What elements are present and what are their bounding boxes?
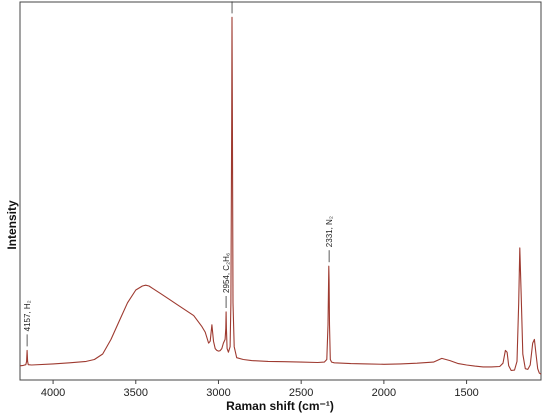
x-tick-label: 4000	[41, 387, 65, 399]
peak-label: 4157, H₂	[23, 300, 32, 331]
x-axis: 4000 3500 3000 2500 2000 1500	[41, 380, 479, 399]
x-tick-label: 3500	[124, 387, 148, 399]
y-axis-title: Intensity	[5, 200, 19, 250]
x-axis-title: Raman shift (cm⁻¹)	[226, 399, 334, 413]
x-tick-label: 2500	[289, 387, 313, 399]
peak-label: 2954, C₂H₆	[222, 253, 231, 293]
spectrum-line	[19, 16, 542, 375]
spectrum-series	[19, 16, 542, 375]
peak-label: 2331, N₂	[325, 216, 334, 247]
x-tick-label: 2000	[372, 387, 396, 399]
x-tick-label: 1500	[454, 387, 478, 399]
plot-frame	[19, 1, 542, 381]
x-tick-label: 3000	[206, 387, 230, 399]
